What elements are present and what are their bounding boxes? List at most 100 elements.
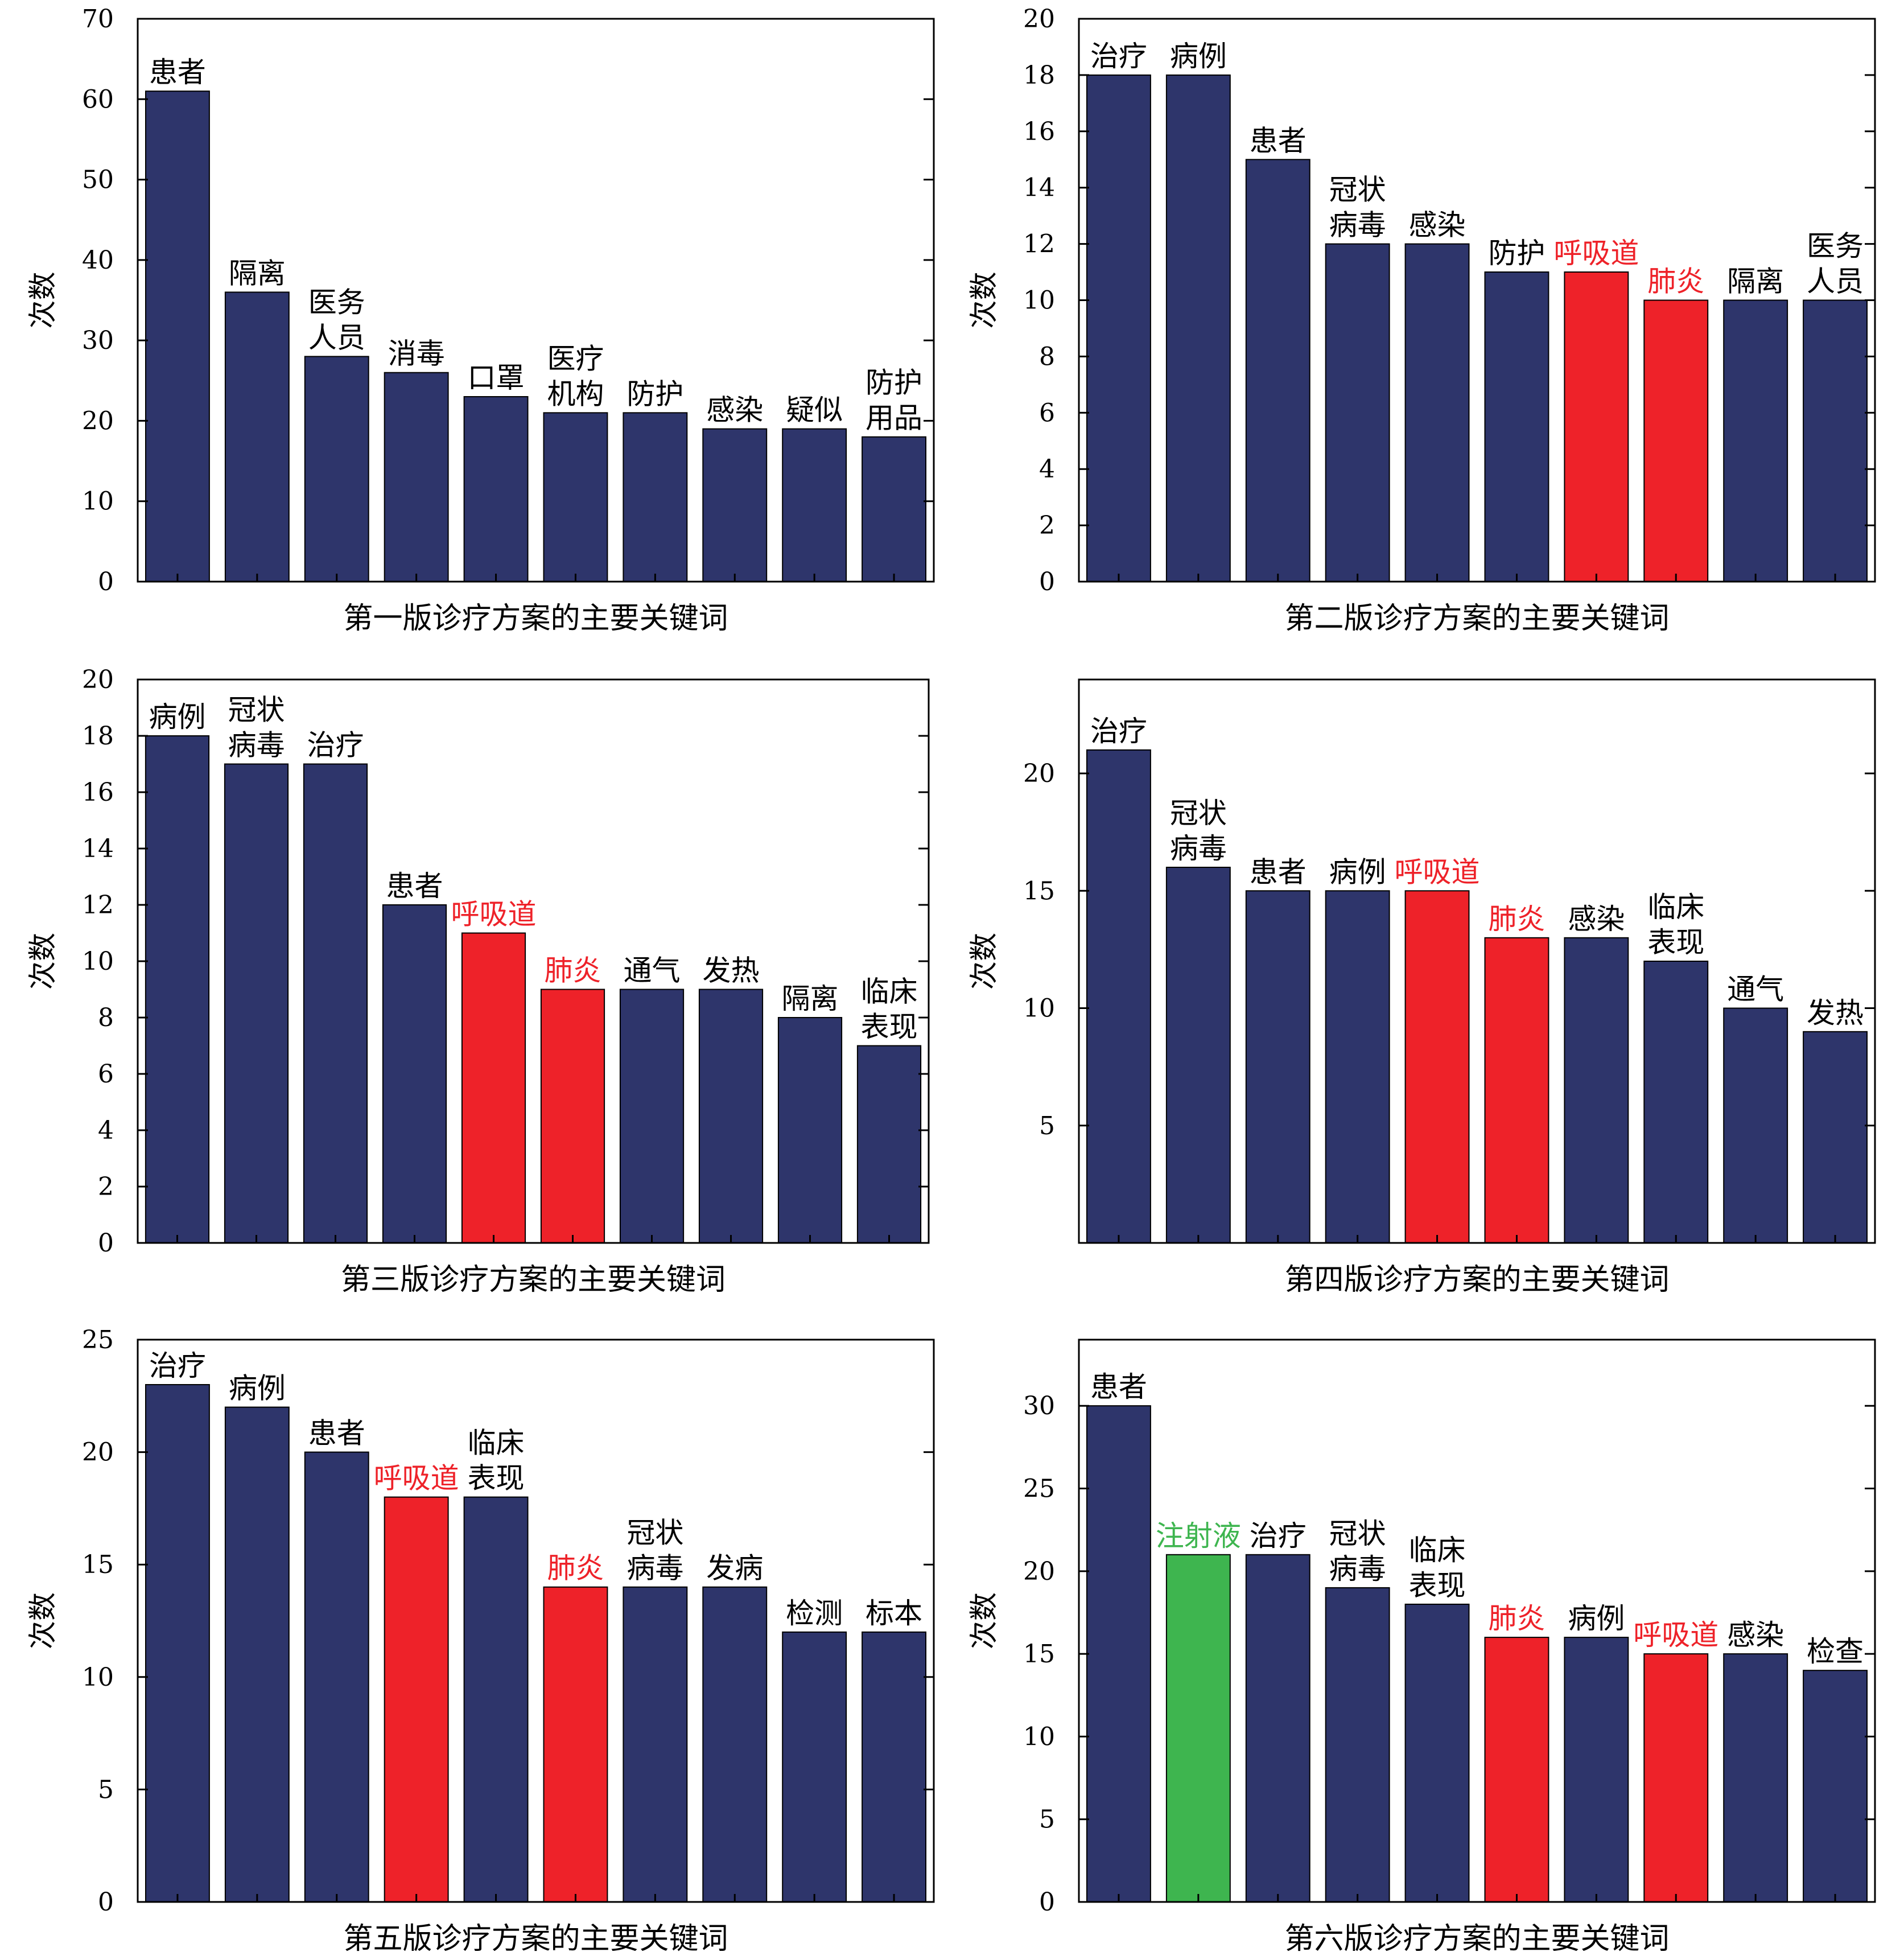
- bar-5-6: [543, 1586, 608, 1903]
- bar-6-6: [1484, 1637, 1549, 1903]
- bar-3-3: [303, 763, 368, 1243]
- bar-4-6: [1484, 937, 1549, 1244]
- y-axis-label: 次数: [967, 933, 1000, 990]
- bar-label-2-9: 隔离: [1727, 265, 1784, 298]
- y-tick-label: 6: [98, 1060, 114, 1089]
- bar-label-1-4: 消毒: [388, 337, 445, 370]
- bar-5-9: [782, 1631, 847, 1903]
- bar-label-2-6: 防护: [1488, 237, 1545, 270]
- plot-frame: [1078, 678, 1876, 1244]
- plot-frame: [137, 18, 935, 583]
- bar-label-2-5: 感染: [1409, 209, 1466, 242]
- bar-label-6-9: 感染: [1727, 1619, 1784, 1652]
- bar-1-8: [702, 428, 768, 582]
- y-tick-label: 12: [82, 891, 114, 920]
- y-axis-label: 次数: [26, 933, 59, 990]
- bar-6-5: [1404, 1603, 1470, 1903]
- y-tick-label: 20: [82, 1438, 114, 1467]
- bar-6-8: [1643, 1653, 1709, 1903]
- y-tick-label: 5: [1039, 1111, 1055, 1140]
- y-tick-label: 40: [82, 246, 114, 275]
- bar-label-1-3: 医务人员: [308, 286, 365, 354]
- bar-2-1: [1086, 74, 1151, 582]
- y-tick-label: 0: [98, 1229, 114, 1258]
- y-tick-label: 10: [1023, 286, 1055, 315]
- bar-label-4-1: 治疗: [1090, 715, 1147, 748]
- bar-2-8: [1643, 299, 1709, 582]
- bar-label-1-5: 口罩: [468, 361, 525, 394]
- bar-1-2: [224, 291, 290, 583]
- y-tick-label: 15: [82, 1550, 114, 1579]
- y-tick-label: 0: [98, 567, 114, 596]
- bar-3-7: [619, 989, 685, 1243]
- bar-label-6-2: 注射液: [1156, 1519, 1241, 1553]
- y-tick-label: 0: [98, 1888, 114, 1917]
- x-axis-label: 第二版诊疗方案的主要关键词: [1284, 602, 1669, 636]
- bar-label-3-4: 患者: [386, 870, 443, 903]
- bar-5-3: [304, 1451, 369, 1903]
- y-tick-label: 14: [1023, 174, 1055, 203]
- bar-label-4-8: 临床表现: [1647, 891, 1704, 959]
- bar-label-5-10: 标本: [866, 1597, 922, 1630]
- bar-6-10: [1803, 1670, 1868, 1903]
- bar-label-3-9: 隔离: [782, 982, 839, 1015]
- y-tick-label: 60: [82, 85, 114, 114]
- bar-label-5-6: 肺炎: [547, 1552, 604, 1585]
- y-tick-label: 2: [1039, 511, 1055, 540]
- bar-label-2-4: 冠状病毒: [1329, 174, 1386, 242]
- bar-label-2-3: 患者: [1250, 124, 1307, 157]
- bar-label-3-7: 通气: [624, 954, 681, 987]
- bar-6-3: [1245, 1554, 1310, 1903]
- y-tick-label: 10: [82, 487, 114, 516]
- bar-1-5: [463, 396, 529, 582]
- y-tick-label: 10: [82, 947, 114, 976]
- bar-label-2-8: 肺炎: [1647, 265, 1704, 298]
- bar-label-1-2: 隔离: [229, 257, 286, 290]
- bar-3-1: [145, 735, 210, 1243]
- bar-2-3: [1245, 159, 1310, 583]
- bar-label-6-4: 冠状病毒: [1329, 1517, 1386, 1586]
- y-tick-label: 10: [82, 1663, 114, 1692]
- x-axis-label: 第四版诊疗方案的主要关键词: [1284, 1263, 1669, 1297]
- bar-5-4: [384, 1496, 449, 1903]
- bar-label-4-9: 通气: [1727, 973, 1784, 1006]
- bar-2-10: [1803, 299, 1868, 582]
- bar-1-9: [782, 428, 847, 582]
- x-axis-label: 第一版诊疗方案的主要关键词: [343, 602, 728, 636]
- y-tick-label: 30: [82, 326, 114, 355]
- plot-frame: [137, 1339, 935, 1903]
- bar-label-3-3: 治疗: [307, 729, 364, 762]
- bar-label-5-9: 检测: [786, 1597, 843, 1630]
- bar-label-6-3: 治疗: [1250, 1519, 1307, 1553]
- bar-2-7: [1564, 271, 1629, 582]
- bar-label-5-7: 冠状病毒: [627, 1517, 683, 1585]
- bar-label-1-1: 患者: [149, 56, 206, 89]
- bar-1-1: [145, 90, 210, 582]
- y-axis-label: 次数: [967, 272, 1000, 329]
- bar-label-6-6: 肺炎: [1488, 1602, 1545, 1635]
- y-tick-label: 70: [82, 5, 114, 34]
- bar-5-7: [623, 1586, 688, 1903]
- y-tick-label: 15: [1023, 1640, 1055, 1669]
- y-tick-label: 0: [1039, 567, 1055, 596]
- y-axis-label: 次数: [967, 1592, 1000, 1649]
- bar-label-6-8: 呼吸道: [1633, 1619, 1718, 1652]
- bar-4-8: [1643, 961, 1709, 1243]
- bar-4-9: [1723, 1007, 1788, 1243]
- bar-label-5-3: 患者: [308, 1417, 365, 1450]
- bar-6-7: [1564, 1637, 1629, 1903]
- y-tick-label: 12: [1023, 230, 1055, 259]
- y-tick-label: 18: [1023, 61, 1055, 90]
- y-tick-label: 8: [1039, 342, 1055, 371]
- bar-label-6-5: 临床表现: [1409, 1534, 1466, 1602]
- bar-label-1-6: 医疗机构: [547, 342, 604, 410]
- y-tick-label: 6: [1039, 398, 1055, 427]
- bar-3-8: [698, 989, 764, 1243]
- bar-label-4-4: 病例: [1329, 855, 1386, 888]
- bar-4-5: [1404, 890, 1470, 1244]
